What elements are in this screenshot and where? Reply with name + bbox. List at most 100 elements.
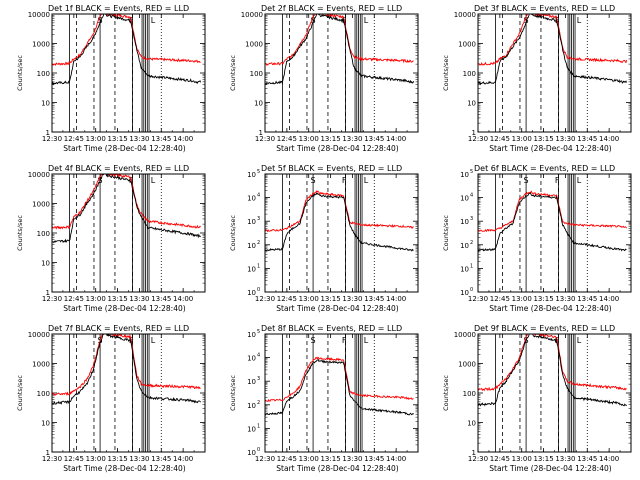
panel-title: Det 7f BLACK = Events, RED = LLD [48, 324, 189, 333]
x-tick-label: 12:30 [468, 295, 488, 303]
event-marker-l: L [364, 176, 369, 185]
x-tick-label: 12:45 [277, 135, 297, 143]
x-tick-label: 12:45 [64, 295, 84, 303]
lld-series-line [478, 190, 627, 233]
event-marker-f: F [555, 176, 560, 185]
y-tick-label: 10 [460, 289, 469, 297]
y-tick-exponent: 4 [257, 193, 260, 199]
y-tick-label: 10 [247, 449, 256, 457]
x-axis-label: Start Time (28-Dec-04 12:28:40) [489, 304, 611, 313]
y-tick-label: 1 [259, 129, 263, 137]
y-tick-label: 10 [460, 195, 469, 203]
panel-title: Det 4f BLACK = Events, RED = LLD [48, 164, 189, 173]
x-tick-label: 13:15 [107, 455, 127, 463]
x-tick-label: 13:45 [364, 295, 384, 303]
panel-det-2: Det 2f BLACK = Events, RED = LLD Counts/s… [229, 4, 419, 153]
y-tick-label: 10 [247, 402, 256, 410]
y-tick-label: 10 [467, 420, 476, 428]
y-tick-label: 100 [463, 390, 476, 398]
x-tick-label: 12:30 [255, 295, 275, 303]
y-tick-label: 10 [247, 355, 256, 363]
panel-frame [477, 333, 632, 453]
y-tick-label: 100 [463, 70, 476, 78]
x-tick-label: 13:30 [555, 135, 575, 143]
x-tick-label: 14:00 [173, 455, 193, 463]
y-tick-label: 10000 [28, 171, 50, 179]
panel-title: Det 2f BLACK = Events, RED = LLD [261, 4, 402, 13]
x-tick-label: 12:30 [42, 295, 62, 303]
panel-frame [477, 173, 632, 293]
y-tick-label: 100 [250, 70, 263, 78]
x-tick-label: 13:45 [364, 135, 384, 143]
x-tick-label: 13:30 [555, 295, 575, 303]
y-tick-label: 10 [41, 420, 50, 428]
x-tick-label: 14:00 [599, 135, 619, 143]
x-tick-label: 12:30 [255, 455, 275, 463]
y-tick-label: 1000 [245, 41, 263, 49]
y-tick-label: 10 [247, 289, 256, 297]
panel-det-7: Det 7f BLACK = Events, RED = LLD Counts/s… [16, 324, 206, 473]
y-tick-exponent: 3 [257, 216, 260, 222]
y-tick-label: 1 [46, 129, 50, 137]
x-tick-label: 13:15 [533, 455, 553, 463]
panel-frame [51, 13, 206, 133]
y-tick-label: 10000 [28, 11, 50, 19]
panel-det-6: Det 6f BLACK = Events, RED = LLD Counts/s… [442, 164, 632, 313]
x-tick-label: 13:45 [364, 455, 384, 463]
y-tick-exponent: 5 [257, 329, 260, 335]
x-tick-label: 14:00 [386, 295, 406, 303]
y-axis-label: Counts/sec [442, 375, 450, 411]
x-tick-label: 13:30 [129, 135, 149, 143]
lld-series-line [265, 356, 414, 402]
x-tick-label: 12:45 [490, 295, 510, 303]
events-series-line [265, 14, 415, 86]
x-tick-label: 13:15 [320, 135, 340, 143]
event-marker-l: L [577, 16, 582, 25]
y-tick-label: 1 [46, 449, 50, 457]
y-axis-label: Counts/sec [442, 55, 450, 91]
y-axis-label: Counts/sec [229, 375, 237, 411]
panel-title: Det 9f BLACK = Events, RED = LLD [474, 324, 615, 333]
y-tick-label: 1000 [32, 201, 50, 209]
x-tick-label: 12:45 [490, 455, 510, 463]
x-tick-label: 13:30 [129, 295, 149, 303]
x-tick-label: 13:15 [533, 295, 553, 303]
x-tick-label: 13:30 [342, 455, 362, 463]
panel-frame [264, 13, 419, 133]
x-tick-label: 14:00 [599, 295, 619, 303]
y-tick-label: 10000 [241, 11, 263, 19]
panel-title: Det 8f BLACK = Events, RED = LLD [261, 324, 402, 333]
y-tick-label: 1000 [458, 361, 476, 369]
y-tick-label: 100 [37, 70, 50, 78]
event-marker-s: S [523, 176, 528, 185]
x-tick-label: 13:30 [555, 455, 575, 463]
y-tick-exponent: 0 [257, 287, 260, 293]
y-tick-label: 10 [254, 100, 263, 108]
event-marker-l: L [364, 16, 369, 25]
y-tick-label: 10 [41, 260, 50, 268]
x-tick-label: 13:15 [107, 295, 127, 303]
y-tick-label: 10 [467, 100, 476, 108]
event-marker-l: L [151, 336, 156, 345]
events-series-line [52, 334, 201, 405]
x-tick-label: 13:15 [320, 295, 340, 303]
y-tick-label: 10 [247, 195, 256, 203]
y-tick-label: 1000 [32, 361, 50, 369]
x-tick-label: 13:00 [299, 455, 319, 463]
event-marker-s: S [310, 16, 315, 25]
y-tick-label: 10000 [454, 331, 476, 339]
y-tick-label: 100 [37, 230, 50, 238]
y-tick-label: 10 [247, 218, 256, 226]
x-tick-label: 12:45 [64, 455, 84, 463]
y-tick-exponent: 5 [470, 169, 473, 175]
panel-frame [477, 13, 632, 133]
x-axis-label: Start Time (28-Dec-04 12:28:40) [489, 144, 611, 153]
x-axis-label: Start Time (28-Dec-04 12:28:40) [63, 144, 185, 153]
y-tick-exponent: 4 [257, 353, 260, 359]
x-tick-label: 13:00 [299, 135, 319, 143]
y-tick-label: 10 [247, 425, 256, 433]
y-tick-exponent: 1 [257, 423, 260, 429]
y-tick-label: 10 [247, 378, 256, 386]
y-tick-label: 10000 [28, 331, 50, 339]
